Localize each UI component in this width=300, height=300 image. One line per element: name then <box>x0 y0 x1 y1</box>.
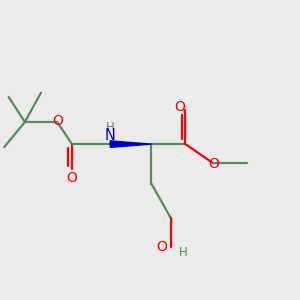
Text: H: H <box>179 246 188 259</box>
Polygon shape <box>110 141 152 147</box>
Text: O: O <box>156 240 167 254</box>
Text: N: N <box>105 128 116 143</box>
Text: O: O <box>208 157 219 171</box>
Text: H: H <box>106 121 115 134</box>
Text: O: O <box>53 114 64 128</box>
Text: O: O <box>67 171 77 185</box>
Text: O: O <box>175 100 185 114</box>
